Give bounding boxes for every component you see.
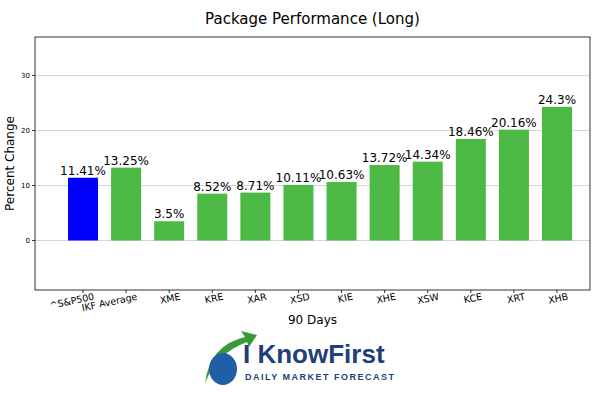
data-label: 13.72% <box>362 151 408 165</box>
plot-frame <box>35 37 590 290</box>
y-tick-label: 30 <box>21 72 30 80</box>
data-label: 24.3% <box>538 93 576 107</box>
data-label: 3.5% <box>154 207 185 221</box>
x-tick-label: XAR <box>246 291 268 306</box>
y-tick <box>32 75 35 76</box>
logo-subtext: DAILY MARKET FORECAST <box>245 372 396 382</box>
y-tick <box>32 240 35 241</box>
y-tick <box>32 130 35 131</box>
bar <box>283 185 313 241</box>
bars <box>68 107 572 241</box>
data-label: 10.63% <box>319 168 365 182</box>
x-tick-label: XHB <box>547 291 569 306</box>
y-tick <box>32 185 35 186</box>
y-tick-label: 0 <box>26 237 30 245</box>
bar <box>542 107 572 241</box>
grid-line <box>35 75 590 76</box>
bar <box>154 221 184 240</box>
logo-text: I KnowFirst <box>243 339 385 369</box>
x-tick-label: XSD <box>289 291 311 306</box>
x-tick-label: KIE <box>337 291 354 305</box>
y-tick-label: 10 <box>21 182 30 190</box>
x-tick-label: KRE <box>204 291 225 306</box>
bar <box>68 178 98 241</box>
data-label: 13.25% <box>103 154 149 168</box>
data-label: 8.71% <box>236 179 274 193</box>
y-axis-label: Percent Change <box>3 116 17 211</box>
bar <box>111 168 141 241</box>
bar <box>456 139 486 241</box>
bar <box>197 194 227 241</box>
x-tick-label: XRT <box>506 291 526 306</box>
x-tick-label: XHE <box>375 291 397 306</box>
bar <box>327 182 357 240</box>
data-label: 18.46% <box>448 125 494 139</box>
bar <box>370 165 400 240</box>
bar <box>413 162 443 241</box>
data-label: 10.11% <box>276 171 322 185</box>
title: Package Performance (Long) <box>205 10 420 28</box>
data-label: 20.16% <box>491 116 537 130</box>
x-axis-label: 90 Days <box>288 313 337 327</box>
bar <box>499 130 529 241</box>
data-label: 11.41% <box>60 164 106 178</box>
x-tick-label: XSW <box>416 291 440 306</box>
y-tick-label: 20 <box>21 127 30 135</box>
data-label: 8.52% <box>193 180 231 194</box>
logo-globe <box>209 353 237 385</box>
chart: Package Performance (Long) 0 10 20 30 Percent… <box>0 0 612 396</box>
x-tick-label: XME <box>159 291 182 306</box>
x-tick-label: IKF Average <box>81 291 139 314</box>
data-label: 14.34% <box>405 148 451 162</box>
bar <box>240 193 270 241</box>
x-tick-label: KCE <box>463 291 483 306</box>
